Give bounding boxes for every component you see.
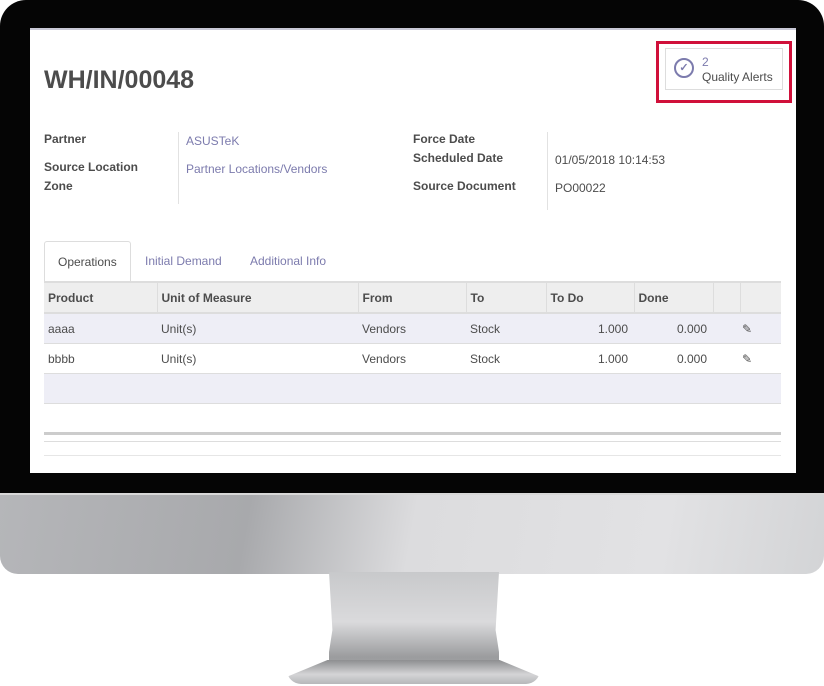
divider xyxy=(44,432,781,435)
cell-done: 0.000 xyxy=(634,313,713,344)
cell-to: Stock xyxy=(466,343,546,374)
screen: WH/IN/00048 ✓ 2 Quality Alerts Partner S… xyxy=(30,28,796,473)
highlight-frame xyxy=(656,41,792,103)
column-product[interactable]: Product xyxy=(44,281,157,314)
cell-todo: 1.000 xyxy=(546,313,634,344)
check-circle-icon: ✓ xyxy=(674,58,694,78)
scheduled-date-label: Scheduled Date xyxy=(413,151,504,165)
divider xyxy=(44,455,781,456)
operations-table: Product Unit of Measure From To To Do Do… xyxy=(44,281,781,404)
source-document-label: Source Document xyxy=(413,179,516,193)
cell-to: Stock xyxy=(466,313,546,344)
monitor-stand xyxy=(329,572,499,672)
divider xyxy=(44,441,781,442)
tab-operations[interactable]: Operations xyxy=(44,241,131,283)
scheduled-date-value: 01/05/2018 10:14:53 xyxy=(555,153,666,167)
table-header: Product Unit of Measure From To To Do Do… xyxy=(44,281,781,314)
cell-from: Vendors xyxy=(358,343,466,374)
cell-uom: Unit(s) xyxy=(157,313,358,344)
divider xyxy=(178,132,179,204)
table-row[interactable]: aaaa Unit(s) Vendors Stock 1.000 0.000 ✎ xyxy=(44,313,781,344)
cell-todo: 1.000 xyxy=(546,343,634,374)
quality-alerts-button[interactable]: ✓ 2 Quality Alerts xyxy=(665,48,783,90)
quality-alerts-label: Quality Alerts xyxy=(702,70,773,84)
zone-label: Zone xyxy=(44,179,73,193)
cell-uom: Unit(s) xyxy=(157,343,358,374)
table-row[interactable]: bbbb Unit(s) Vendors Stock 1.000 0.000 ✎ xyxy=(44,343,781,374)
column-from[interactable]: From xyxy=(357,281,466,314)
cell-blank xyxy=(713,313,740,344)
cell-product: aaaa xyxy=(44,313,157,344)
cell-done: 0.000 xyxy=(634,343,713,374)
source-location-link[interactable]: Partner Locations/Vendors xyxy=(186,162,328,176)
pencil-icon[interactable]: ✎ xyxy=(740,313,781,344)
tab-initial-demand[interactable]: Initial Demand xyxy=(145,254,222,268)
column-blank xyxy=(712,281,740,314)
source-location-label: Source Location xyxy=(44,160,139,174)
pencil-icon[interactable]: ✎ xyxy=(740,343,781,374)
column-to-do[interactable]: To Do xyxy=(545,281,634,314)
quality-alerts-count: 2 xyxy=(702,55,709,69)
monitor-chin xyxy=(0,493,824,574)
column-edit xyxy=(739,281,781,314)
divider xyxy=(547,132,548,210)
partner-link[interactable]: ASUSTeK xyxy=(186,134,240,148)
empty-row xyxy=(44,373,781,404)
cell-product: bbbb xyxy=(44,343,157,374)
monitor-base xyxy=(287,660,540,684)
page-title: WH/IN/00048 xyxy=(44,66,195,94)
source-document-value: PO00022 xyxy=(555,181,606,195)
column-done[interactable]: Done xyxy=(633,281,713,314)
cell-from: Vendors xyxy=(358,313,466,344)
column-to[interactable]: To xyxy=(465,281,546,314)
force-date-label: Force Date xyxy=(413,132,476,146)
column-unit-of-measure[interactable]: Unit of Measure xyxy=(156,281,358,314)
tab-additional-info[interactable]: Additional Info xyxy=(250,254,327,268)
cell-blank xyxy=(713,343,740,374)
partner-label: Partner xyxy=(44,132,87,146)
